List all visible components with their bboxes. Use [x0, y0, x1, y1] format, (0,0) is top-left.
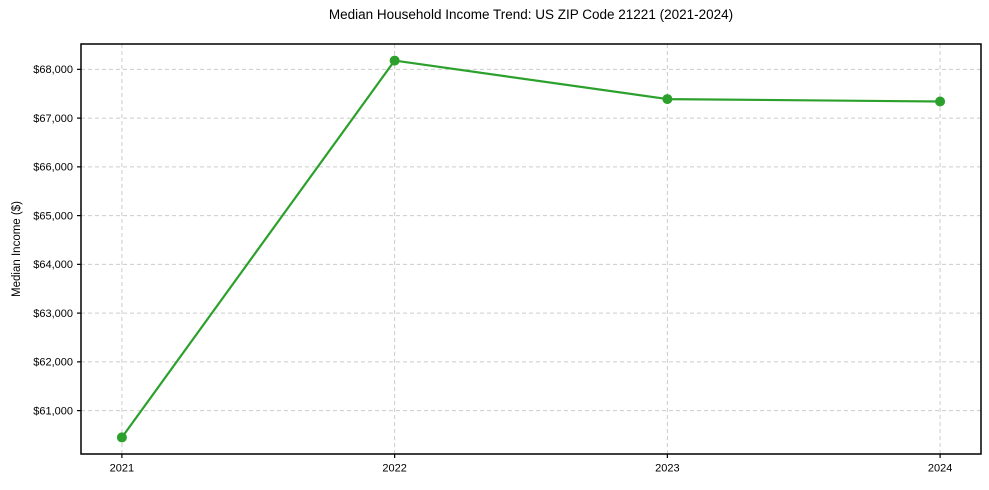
x-tick-label: 2024 — [928, 463, 952, 475]
data-point-2021 — [116, 432, 127, 443]
plot-border — [80, 43, 982, 455]
y-tick-label: $65,000 — [33, 210, 73, 222]
trend-line — [120, 59, 942, 439]
chart-title: Median Household Income Trend: US ZIP Co… — [328, 7, 734, 22]
x-tick-label: 2021 — [110, 463, 134, 475]
y-tick-label: $66,000 — [33, 162, 73, 174]
y-tick-label: $61,000 — [33, 405, 73, 417]
y-tick-label: $62,000 — [33, 357, 73, 369]
data-point-2024 — [935, 96, 946, 107]
y-tick-label: $64,000 — [33, 259, 73, 271]
data-point-2023 — [662, 94, 673, 105]
x-tick-label: 2022 — [382, 463, 406, 475]
y-tick-label: $68,000 — [33, 64, 73, 76]
y-tick-label: $67,000 — [33, 113, 73, 125]
data-point-2022 — [389, 55, 400, 66]
x-tick-label: 2023 — [655, 463, 679, 475]
y-tick-label: $63,000 — [33, 308, 73, 320]
